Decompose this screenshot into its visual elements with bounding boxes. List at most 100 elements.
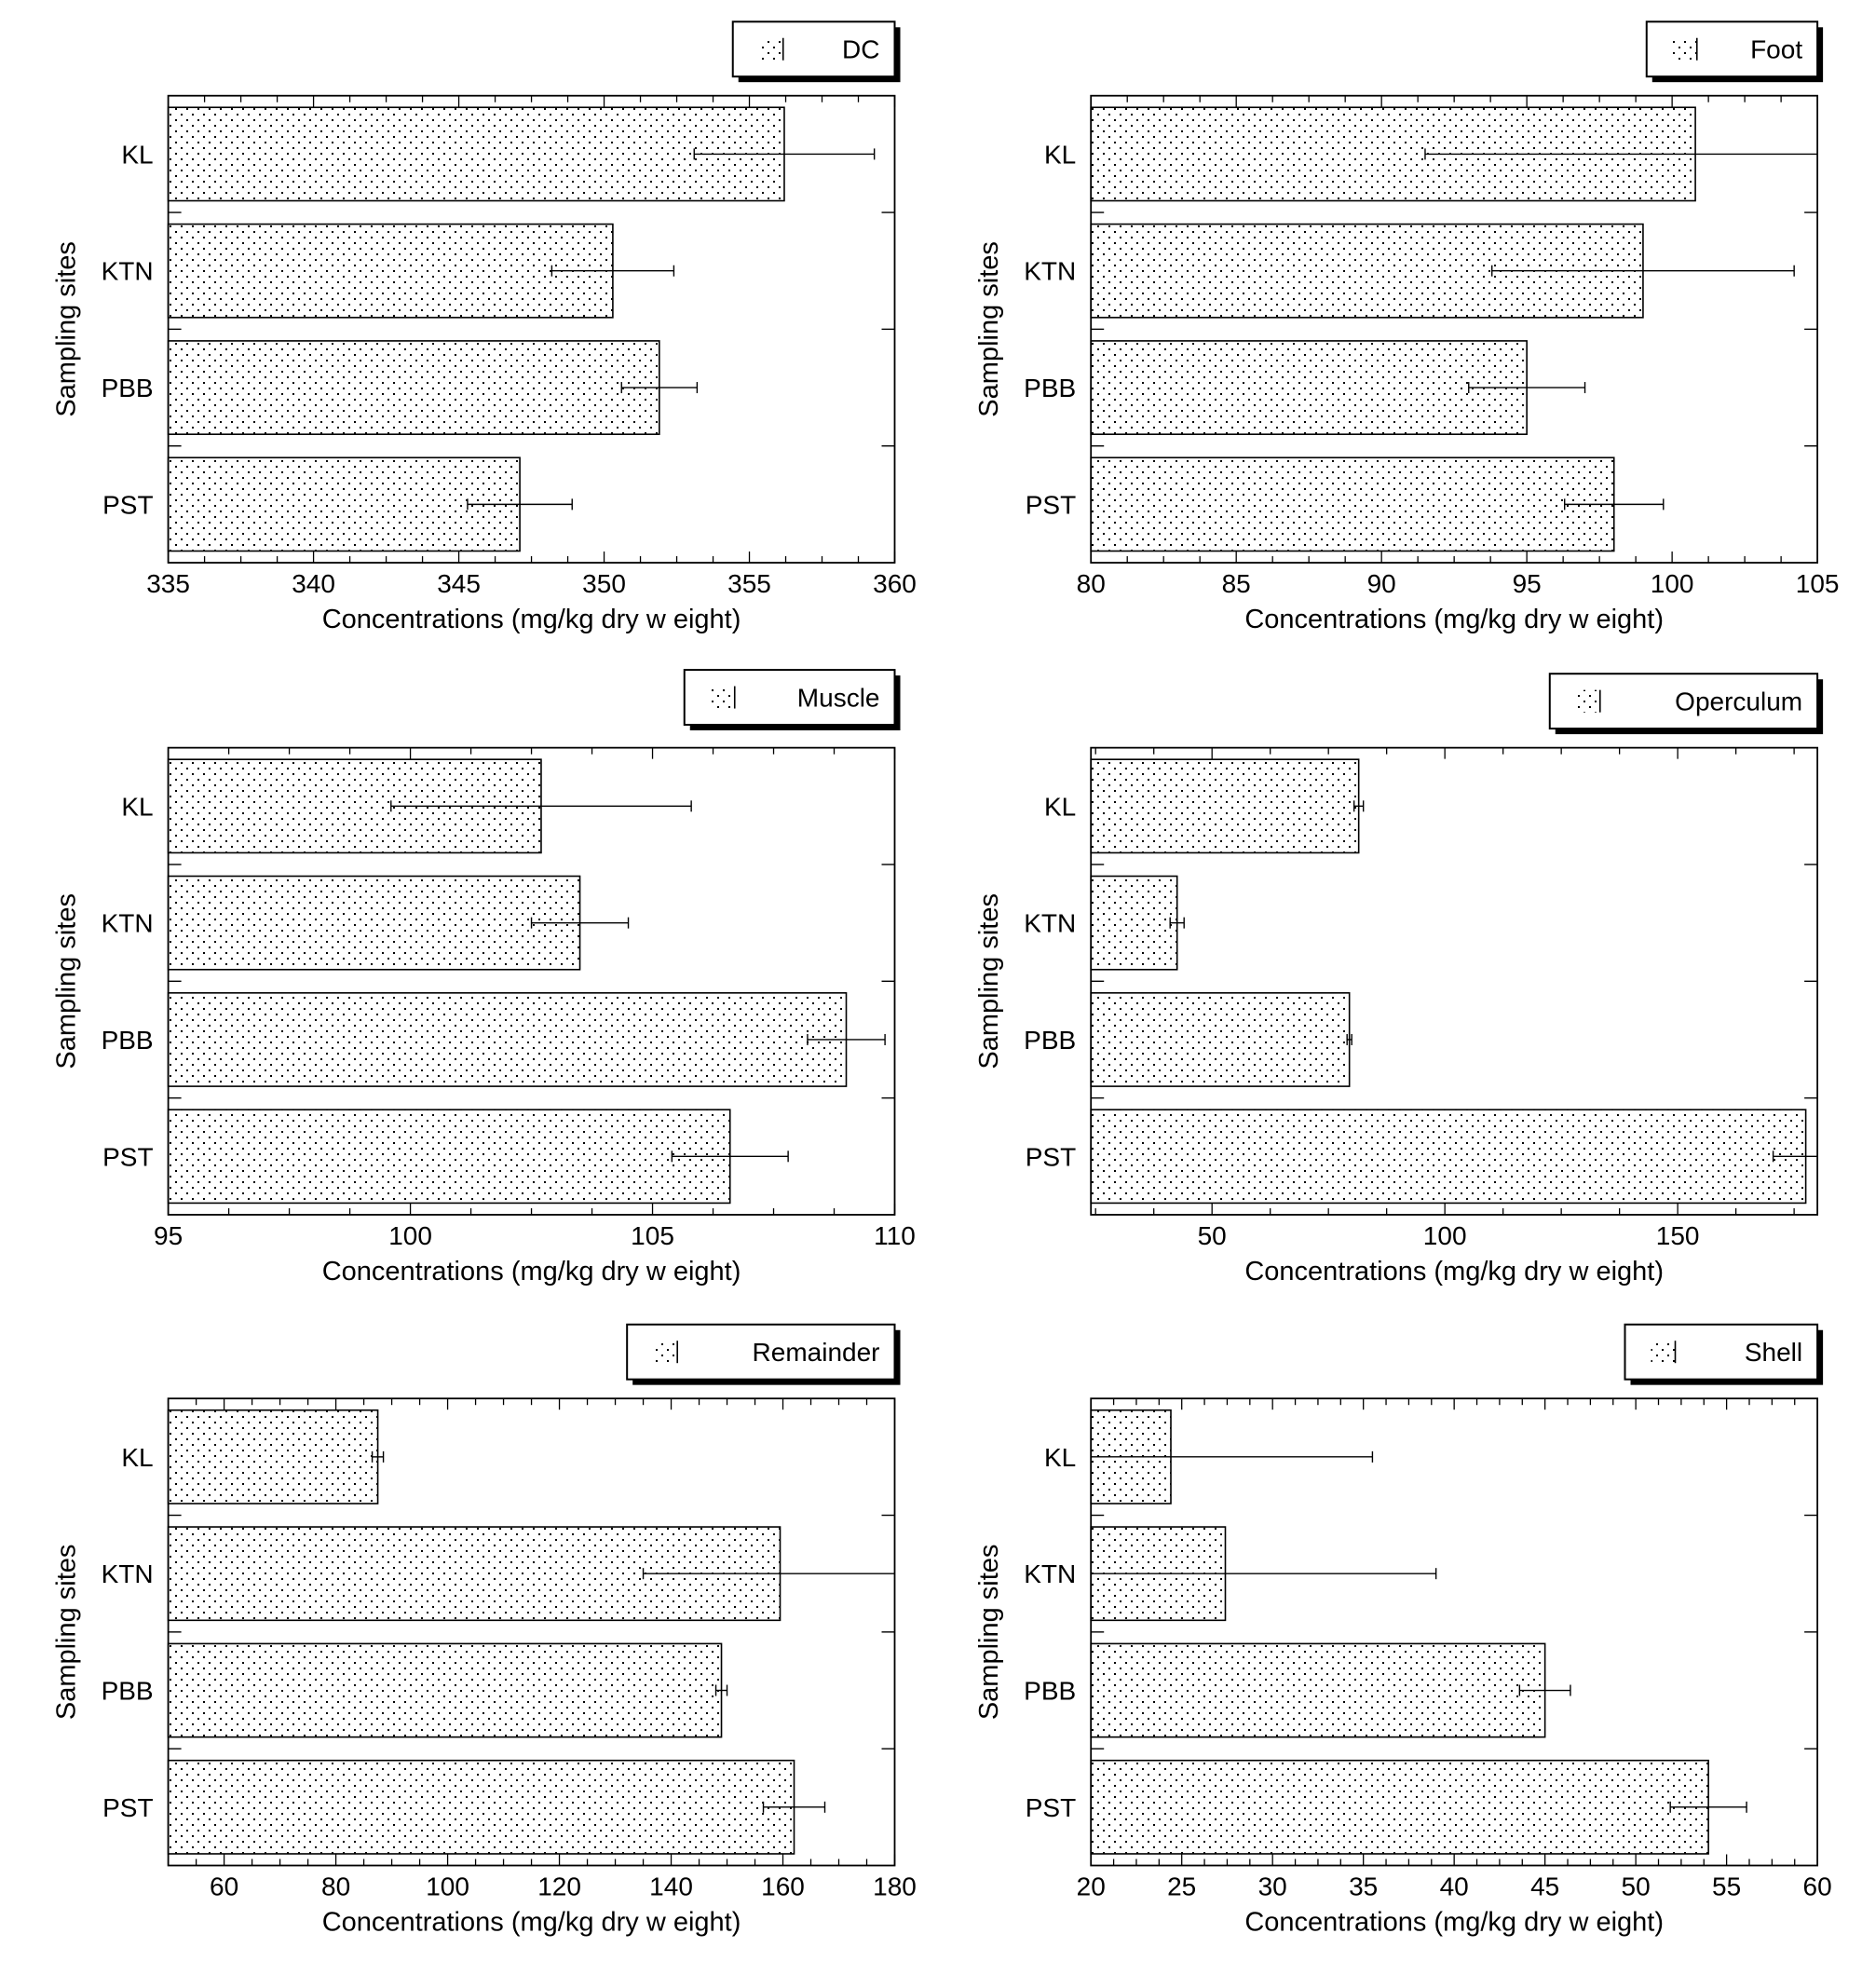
legend-label: DC — [842, 35, 879, 64]
category-label: PBB — [1024, 1677, 1076, 1706]
bar — [167, 1642, 723, 1738]
category-label: KTN — [102, 1559, 154, 1588]
legend: Foot — [1645, 20, 1824, 83]
x-tick-label: 80 — [321, 1872, 350, 1901]
bar — [1090, 1642, 1546, 1738]
legend-swatch — [653, 1341, 678, 1364]
x-tick-label: 60 — [210, 1872, 238, 1901]
bar — [1090, 1759, 1709, 1855]
x-axis-label: Concentrations (mg/kg dry w eight) — [322, 605, 741, 634]
x-tick-label: 180 — [873, 1872, 917, 1901]
x-tick-label: 150 — [1656, 1221, 1700, 1250]
legend-label: Remainder — [753, 1338, 880, 1367]
legend-swatch — [1672, 37, 1697, 61]
x-tick-label: 110 — [874, 1221, 916, 1250]
category-label: KL — [121, 140, 153, 169]
category-label: KL — [1044, 792, 1076, 821]
chart-panel-foot: KL KTN PBB PST 80 85 90 95 100 105 Concentrations … — [974, 20, 1840, 634]
legend-label: Operculum — [1675, 688, 1802, 716]
bar — [167, 1109, 731, 1205]
legend: Remainder — [626, 1323, 901, 1385]
chart-panel-dc: KL KTN PBB PST 335 340 345 350 355 360 Concentrati… — [52, 20, 917, 634]
category-label: PBB — [102, 374, 154, 402]
category-label: KL — [1044, 1443, 1076, 1472]
category-label: PBB — [1024, 1026, 1076, 1055]
x-tick-label: 100 — [1423, 1221, 1467, 1250]
x-tick-label: 105 — [1796, 569, 1840, 598]
x-tick-label: 40 — [1440, 1872, 1469, 1901]
category-label: KTN — [102, 909, 154, 938]
chart-panel-muscle: KL KTN PBB PST 95 100 105 110 Concentrations (mg… — [52, 669, 916, 1287]
x-tick-label: 20 — [1077, 1872, 1106, 1901]
chart-panel-remainder: KL KTN PBB PST 60 80 100 120 140 160 180 Concentrat… — [52, 1323, 917, 1938]
y-axis-label: Sampling sites — [974, 1545, 1004, 1721]
y-axis-label: Sampling sites — [52, 893, 82, 1069]
x-tick-label: 100 — [426, 1872, 469, 1901]
x-tick-label: 45 — [1530, 1872, 1559, 1901]
x-tick-label: 85 — [1222, 569, 1251, 598]
bar — [167, 223, 614, 319]
x-axis-label: Concentrations (mg/kg dry w eight) — [1244, 1257, 1664, 1287]
legend-swatch — [758, 37, 783, 61]
bar — [167, 1759, 795, 1855]
category-label: PST — [1026, 1142, 1076, 1171]
legend-swatch — [1575, 689, 1600, 713]
y-axis-label: Sampling sites — [974, 893, 1004, 1069]
plot-frame — [1090, 746, 1819, 1216]
legend: DC — [731, 20, 901, 83]
bar — [167, 340, 660, 435]
x-tick-label: 120 — [537, 1872, 581, 1901]
legend-swatch — [710, 686, 735, 709]
x-tick-label: 30 — [1258, 1872, 1287, 1901]
bar — [1090, 758, 1360, 854]
bar — [167, 106, 785, 202]
chart-panel-operculum: KL KTN PBB PST 50 100 150 Concentrations (mg/kg… — [974, 673, 1824, 1287]
x-tick-label: 55 — [1712, 1872, 1741, 1901]
category-label: KTN — [1024, 257, 1076, 286]
bar — [1090, 456, 1615, 552]
x-tick-label: 95 — [154, 1221, 183, 1250]
bar — [167, 992, 848, 1087]
legend-label: Foot — [1750, 35, 1802, 64]
bar — [1090, 340, 1528, 435]
category-label: PBB — [1024, 374, 1076, 402]
category-label: PST — [1026, 1793, 1076, 1822]
x-tick-label: 25 — [1167, 1872, 1196, 1901]
category-label: KTN — [102, 257, 154, 286]
bar — [1090, 992, 1351, 1087]
x-tick-label: 100 — [388, 1221, 432, 1250]
y-axis-label: Sampling sites — [974, 241, 1004, 417]
y-axis-label: Sampling sites — [52, 241, 82, 417]
y-axis-label: Sampling sites — [52, 1545, 82, 1721]
category-label: PST — [102, 1142, 153, 1171]
x-tick-label: 50 — [1622, 1872, 1651, 1901]
legend-label: Muscle — [797, 684, 880, 713]
legend: Muscle — [683, 669, 901, 730]
x-tick-label: 160 — [761, 1872, 805, 1901]
x-tick-label: 360 — [873, 569, 917, 598]
x-tick-label: 60 — [1803, 1872, 1832, 1901]
legend-swatch — [1651, 1341, 1676, 1364]
legend: Shell — [1624, 1323, 1824, 1385]
x-tick-label: 350 — [582, 569, 626, 598]
category-label: KTN — [1024, 1559, 1076, 1588]
bar — [167, 875, 581, 971]
bar — [167, 1409, 379, 1505]
x-tick-label: 140 — [649, 1872, 693, 1901]
x-tick-label: 90 — [1367, 569, 1396, 598]
category-label: KTN — [1024, 909, 1076, 938]
x-tick-label: 355 — [727, 569, 771, 598]
bar — [167, 456, 521, 552]
category-label: PST — [102, 1793, 153, 1822]
x-tick-label: 50 — [1198, 1221, 1227, 1250]
x-tick-label: 35 — [1349, 1872, 1378, 1901]
category-label: PBB — [102, 1026, 154, 1055]
category-label: KL — [1044, 140, 1076, 169]
category-label: PST — [1026, 490, 1076, 519]
category-label: PBB — [102, 1677, 154, 1706]
category-label: KL — [121, 1443, 153, 1472]
x-tick-label: 100 — [1651, 569, 1694, 598]
bar — [1090, 875, 1178, 971]
legend-label: Shell — [1745, 1338, 1802, 1367]
